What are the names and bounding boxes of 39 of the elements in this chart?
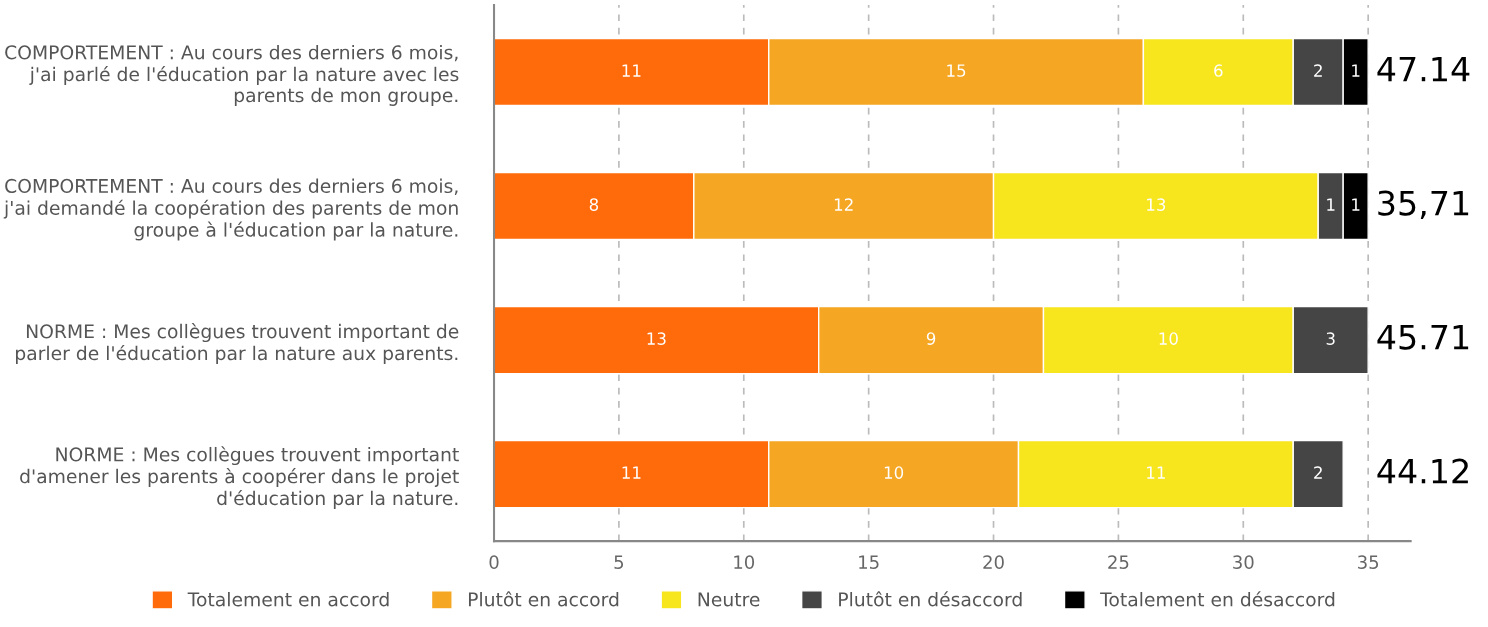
data-label: 11	[1147, 466, 1165, 479]
legend-label: Totalement en désaccord	[1100, 591, 1335, 607]
y-tick-label: NORME : Mes collègues trouvent important de parler de l'éducation par la nature aux parents.	[16, 323, 459, 364]
annotation: 44.12	[1377, 458, 1468, 484]
data-label: 8	[589, 198, 599, 211]
annotation: 47.14	[1377, 56, 1470, 82]
data-label: 11	[622, 64, 641, 77]
data-label: 1	[1327, 198, 1335, 211]
x-tick-label: 5	[614, 555, 624, 569]
data-label: 6	[1214, 64, 1223, 77]
data-label: 2	[1314, 466, 1322, 479]
data-label: 12	[834, 198, 853, 211]
x-tick-label: 20	[983, 555, 1004, 569]
data-label: 10	[884, 466, 904, 479]
x-tick-label: 0	[489, 555, 499, 569]
legend-label: Plutôt en accord	[468, 591, 619, 607]
legend-label: Totalement en accord	[187, 591, 389, 607]
x-tick-label: 25	[1108, 555, 1129, 569]
legend-label: Plutôt en désaccord	[839, 591, 1022, 607]
x-tick-label: 15	[859, 555, 879, 569]
y-tick-label: COMPORTEMENT : Au cours des derniers 6 mois, j'ai parlé de l'éducation par la nature avec les parents de mon groupe.	[5, 44, 459, 106]
x-tick-label: 10	[734, 555, 755, 569]
y-tick-label: NORME : Mes collègues trouvent important d'amener les parents à coopérer dans le projet d'éducation par la nature.	[20, 446, 459, 509]
x-tick-label: 30	[1233, 555, 1254, 569]
y-tick-label: COMPORTEMENT : Au cours des derniers 6 mois, j'ai demandé la coopération des parents de mon groupe à l'éducation par la nature.	[3, 178, 458, 241]
data-label: 3	[1326, 332, 1335, 345]
data-label: 13	[1147, 198, 1166, 211]
annotation: 35,71	[1378, 190, 1469, 220]
data-label: 11	[622, 466, 641, 479]
data-label: 13	[647, 332, 666, 345]
data-label: 9	[926, 332, 936, 345]
data-label: 15	[947, 64, 966, 77]
data-label: 10	[1159, 332, 1178, 345]
data-label: 2	[1314, 64, 1322, 77]
annotation: 45.71	[1377, 324, 1469, 350]
data-label: 1	[1352, 198, 1360, 211]
data-label: 1	[1352, 64, 1360, 77]
x-tick-label: 35	[1358, 555, 1379, 569]
legend-label: Neutre	[698, 592, 760, 607]
